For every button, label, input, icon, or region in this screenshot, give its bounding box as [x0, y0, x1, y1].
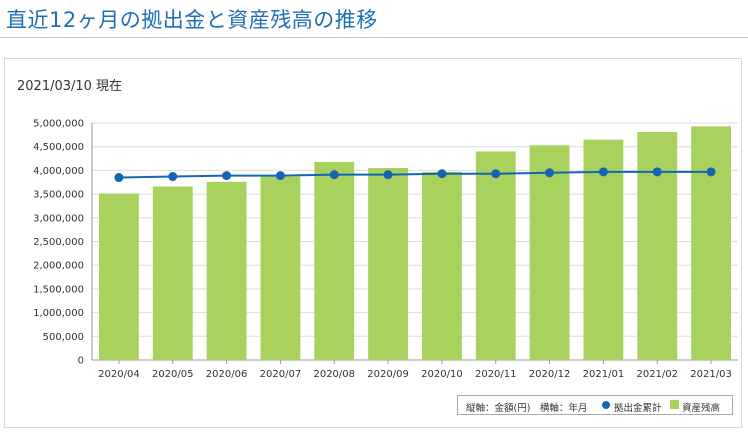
line-point-contribution: [222, 171, 232, 181]
x-tick-label: 2021/01: [583, 369, 625, 380]
line-point-contribution: [652, 167, 662, 177]
legend-bar-swatch: [670, 400, 679, 409]
y-tick-label: 3,000,000: [33, 213, 84, 224]
y-tick-label: 2,000,000: [33, 261, 84, 272]
x-tick-label: 2020/12: [529, 369, 571, 380]
line-point-contribution: [706, 167, 716, 177]
line-point-contribution: [437, 169, 447, 179]
y-tick-label: 1,000,000: [33, 308, 84, 319]
bar-asset-balance: [368, 168, 409, 360]
bar-asset-balance: [691, 126, 732, 361]
y-tick-label: 3,500,000: [33, 190, 84, 201]
x-tick-label: 2020/10: [421, 369, 463, 380]
x-tick-label: 2020/06: [206, 369, 248, 380]
bar-asset-balance: [529, 145, 570, 360]
y-tick-label: 500,000: [43, 332, 84, 343]
line-point-contribution: [329, 170, 339, 180]
x-tick-label: 2021/03: [690, 369, 732, 380]
x-tick-label: 2020/04: [98, 369, 140, 380]
legend-line-marker: [602, 401, 610, 409]
bar-asset-balance: [206, 181, 247, 360]
y-tick-label: 1,500,000: [33, 284, 84, 295]
bar-asset-balance: [583, 139, 624, 360]
title-divider: [0, 37, 748, 38]
line-point-contribution: [168, 172, 178, 182]
x-tick-label: 2020/11: [475, 369, 517, 380]
y-tick-label: 2,500,000: [33, 237, 84, 248]
x-tick-label: 2020/07: [260, 369, 302, 380]
bar-asset-balance: [637, 132, 678, 360]
y-tick-label: 5,000,000: [33, 119, 84, 130]
bar-asset-balance: [98, 193, 139, 360]
bar-asset-balance: [260, 176, 301, 360]
legend-bar-label: 資産残高: [682, 403, 721, 414]
axis-note: 縦軸：金額(円) 横軸：年月: [466, 403, 588, 414]
x-tick-label: 2020/05: [152, 369, 194, 380]
bar-asset-balance: [421, 171, 462, 360]
line-point-contribution: [275, 171, 285, 181]
y-tick-label: 4,500,000: [33, 142, 84, 153]
x-tick-label: 2020/08: [313, 369, 355, 380]
as-of-date: 2021/03/10 現在: [17, 79, 123, 94]
bar-asset-balance: [152, 186, 193, 360]
line-point-contribution: [598, 167, 608, 177]
line-point-contribution: [114, 173, 124, 183]
x-tick-label: 2021/02: [636, 369, 678, 380]
legend-line-label: 拠出金累計: [614, 403, 662, 414]
page-title: 直近12ヶ月の拠出金と資産残高の推移: [6, 8, 378, 32]
line-point-contribution: [383, 170, 393, 180]
line-point-contribution: [545, 168, 555, 178]
line-contribution-total: [118, 170, 712, 179]
bar-asset-balance: [475, 151, 516, 360]
line-point-contribution: [491, 169, 501, 179]
x-tick-label: 2020/09: [367, 369, 409, 380]
y-tick-label: 4,000,000: [33, 166, 84, 177]
chart-legend: 縦軸：金額(円) 横軸：年月 拠出金累計 資産残高: [457, 395, 733, 415]
y-tick-label: 0: [78, 356, 84, 367]
bar-asset-balance: [314, 161, 355, 360]
